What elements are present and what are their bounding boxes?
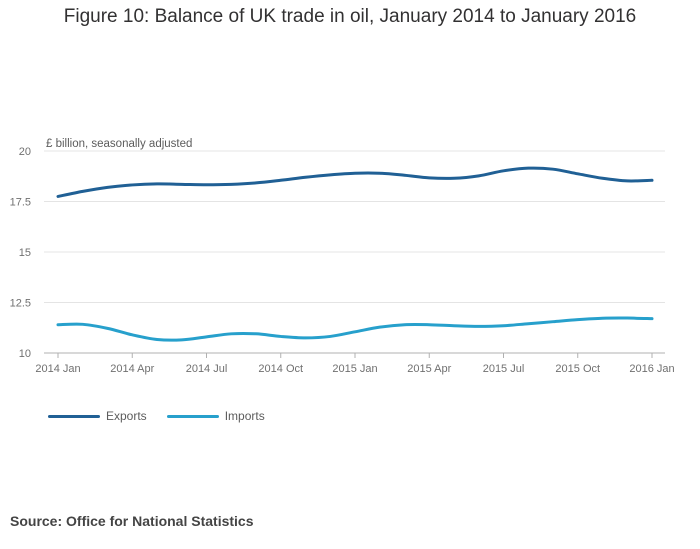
legend-swatch-imports [166, 414, 219, 418]
data-point-exports[interactable] [376, 169, 384, 177]
x-tick-label: 2014 Apr [110, 363, 154, 375]
data-point-exports[interactable] [153, 180, 161, 188]
data-point-exports[interactable] [252, 179, 260, 187]
data-point-exports[interactable] [128, 181, 136, 189]
y-tick-label: 10 [19, 348, 31, 360]
data-point-exports[interactable] [549, 165, 557, 173]
data-point-imports[interactable] [203, 333, 211, 341]
x-tick-label: 2014 Jan [35, 363, 80, 375]
data-point-exports[interactable] [203, 181, 211, 189]
data-point-exports[interactable] [178, 180, 186, 188]
data-point-exports[interactable] [277, 176, 285, 184]
data-point-exports[interactable] [623, 177, 631, 185]
y-tick-label: 20 [19, 146, 31, 158]
series-line-imports[interactable] [56, 316, 654, 342]
data-point-imports[interactable] [549, 318, 557, 326]
chart-title: Figure 10: Balance of UK trade in oil, J… [63, 6, 637, 27]
x-tick-label: 2014 Jul [186, 363, 228, 375]
grid-lines [44, 150, 665, 303]
data-point-imports[interactable] [252, 330, 260, 338]
data-point-imports[interactable] [574, 316, 582, 324]
data-point-imports[interactable] [623, 314, 631, 322]
data-point-exports[interactable] [227, 180, 235, 188]
x-tick-label: 2015 Apr [407, 363, 451, 375]
data-point-exports[interactable] [599, 174, 607, 182]
legend-label-imports: Imports [224, 409, 265, 423]
data-point-imports[interactable] [524, 320, 532, 328]
data-point-imports[interactable] [128, 331, 136, 339]
data-point-exports[interactable] [104, 183, 112, 191]
data-point-imports[interactable] [302, 334, 310, 342]
data-point-imports[interactable] [376, 323, 384, 331]
data-point-imports[interactable] [475, 322, 483, 330]
data-point-imports[interactable] [351, 328, 359, 336]
data-point-exports[interactable] [79, 187, 87, 195]
data-point-exports[interactable] [450, 174, 458, 182]
data-point-imports[interactable] [599, 314, 607, 322]
data-point-exports[interactable] [351, 169, 359, 177]
series-layer [54, 164, 656, 344]
data-point-imports[interactable] [500, 322, 508, 330]
x-tick-label: 2015 Jan [332, 363, 377, 375]
data-point-exports[interactable] [500, 167, 508, 175]
data-point-imports[interactable] [401, 321, 409, 329]
x-tick-label: 2015 Oct [555, 363, 600, 375]
x-tick-label: 2016 Jan [629, 363, 674, 375]
legend-label-exports: Exports [106, 409, 147, 423]
legend-item-imports[interactable]: Imports [166, 409, 265, 423]
axes: 10 12.5 15 17.5 20 2014 Jan 2014 Apr 2014 Jul 20… [10, 146, 675, 375]
data-point-imports[interactable] [178, 336, 186, 344]
data-point-exports[interactable] [302, 173, 310, 181]
data-point-imports[interactable] [326, 332, 334, 340]
data-point-exports[interactable] [401, 171, 409, 179]
data-point-imports[interactable] [425, 321, 433, 329]
data-point-exports[interactable] [326, 171, 334, 179]
y-tick-label: 17.5 [10, 197, 31, 209]
data-point-exports[interactable] [425, 174, 433, 182]
data-point-imports[interactable] [79, 320, 87, 328]
legend-item-exports[interactable]: Exports [48, 409, 147, 423]
series-line-exports[interactable] [56, 166, 654, 198]
data-point-imports[interactable] [648, 315, 656, 323]
data-point-imports[interactable] [54, 321, 62, 329]
data-point-exports[interactable] [524, 164, 532, 172]
data-point-exports[interactable] [54, 192, 62, 200]
data-point-imports[interactable] [227, 330, 235, 338]
source-note: Source: Office for National Statistics [10, 513, 254, 529]
data-point-imports[interactable] [104, 324, 112, 332]
data-point-imports[interactable] [277, 332, 285, 340]
data-point-exports[interactable] [574, 170, 582, 178]
legend-swatch-exports [48, 414, 100, 418]
x-tick-label: 2014 Oct [258, 363, 303, 375]
data-point-exports[interactable] [475, 172, 483, 180]
line-chart: 10 12.5 15 17.5 20 2014 Jan 2014 Apr 2014 Jul 20… [10, 138, 675, 375]
y-tick-label: 12.5 [10, 298, 31, 310]
y-axis-unit-label: £ billion, seasonally adjusted [46, 138, 192, 150]
y-tick-label: 15 [19, 247, 31, 259]
x-tick-label: 2015 Jul [483, 363, 525, 375]
data-point-imports[interactable] [153, 335, 161, 343]
legend: Exports Imports [48, 409, 265, 423]
data-point-exports[interactable] [648, 176, 656, 184]
data-point-imports[interactable] [450, 322, 458, 330]
